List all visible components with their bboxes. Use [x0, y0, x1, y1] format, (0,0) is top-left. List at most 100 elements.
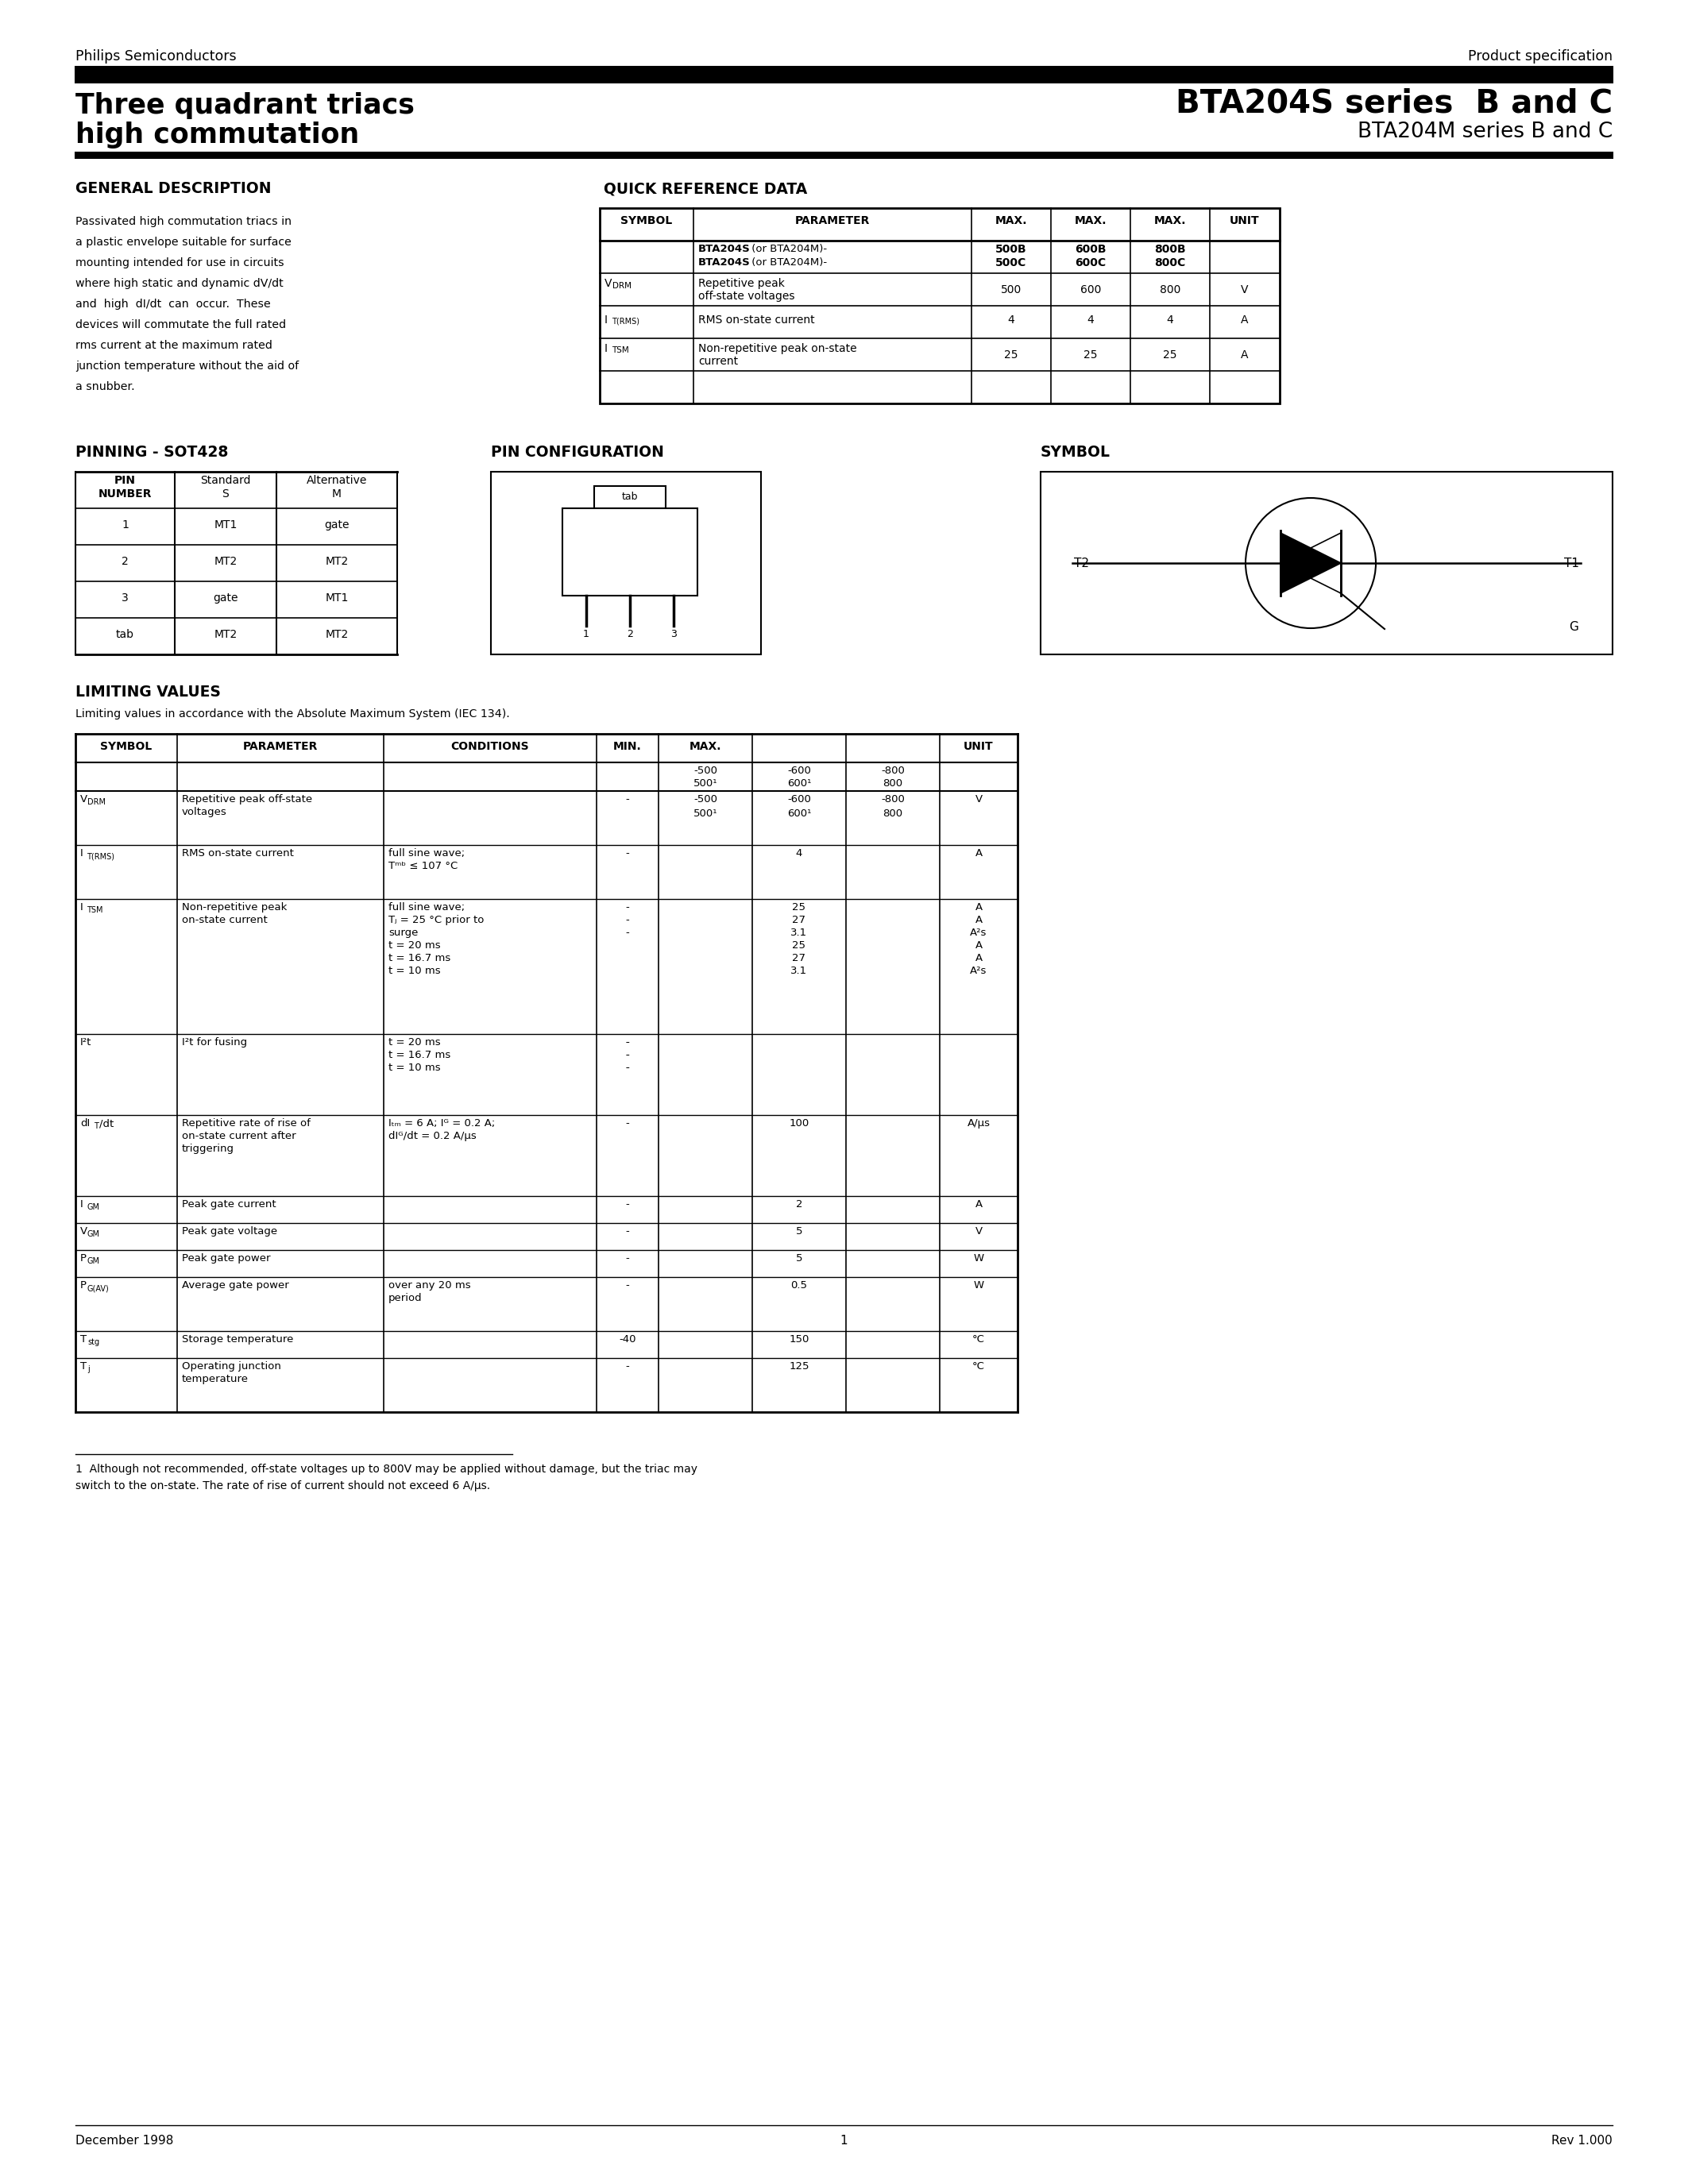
Text: 3.1: 3.1 — [790, 928, 807, 937]
Text: BTA204S series  B and C: BTA204S series B and C — [1175, 87, 1612, 120]
Text: A: A — [976, 1199, 982, 1210]
Text: 500¹: 500¹ — [694, 778, 717, 788]
Text: Alternative: Alternative — [307, 474, 368, 487]
Text: QUICK REFERENCE DATA: QUICK REFERENCE DATA — [604, 181, 807, 197]
Text: where high static and dynamic dV/dt: where high static and dynamic dV/dt — [76, 277, 284, 288]
Text: °C: °C — [972, 1334, 986, 1345]
Text: Limiting values in accordance with the Absolute Maximum System (IEC 134).: Limiting values in accordance with the A… — [76, 708, 510, 719]
Text: on-state current: on-state current — [182, 915, 267, 926]
Text: 500C: 500C — [996, 258, 1026, 269]
Text: 1  Although not recommended, off-state voltages up to 800V may be applied withou: 1 Although not recommended, off-state vo… — [76, 1463, 697, 1474]
Text: I²t: I²t — [81, 1037, 91, 1048]
Bar — [491, 472, 761, 655]
Text: 25: 25 — [1084, 349, 1097, 360]
Text: GM: GM — [88, 1230, 100, 1238]
Text: GM: GM — [88, 1258, 100, 1265]
Text: PIN CONFIGURATION: PIN CONFIGURATION — [491, 446, 663, 461]
Text: MT1: MT1 — [326, 592, 348, 603]
Text: 25: 25 — [792, 941, 805, 950]
Text: /dt: /dt — [100, 1118, 113, 1129]
Text: December 1998: December 1998 — [76, 2134, 174, 2147]
Text: PIN: PIN — [115, 474, 135, 487]
Text: A: A — [976, 941, 982, 950]
Text: full sine wave;: full sine wave; — [388, 902, 464, 913]
Text: TSM: TSM — [86, 906, 103, 915]
Text: MT2: MT2 — [214, 557, 238, 568]
Text: Product specification: Product specification — [1469, 50, 1612, 63]
Text: 800B: 800B — [1155, 245, 1185, 256]
Text: a snubber.: a snubber. — [76, 382, 135, 393]
Text: CONDITIONS: CONDITIONS — [451, 740, 530, 751]
Text: G: G — [1568, 620, 1578, 633]
Text: I: I — [81, 902, 83, 913]
Text: voltages: voltages — [182, 806, 226, 817]
Text: Peak gate current: Peak gate current — [182, 1199, 277, 1210]
Text: -: - — [626, 928, 630, 937]
Text: A: A — [1241, 349, 1249, 360]
Text: period: period — [388, 1293, 422, 1304]
Text: T(RMS): T(RMS) — [611, 317, 640, 325]
Text: -: - — [626, 795, 630, 804]
Text: stg: stg — [88, 1339, 100, 1345]
Text: SYMBOL: SYMBOL — [621, 216, 672, 227]
Text: 150: 150 — [788, 1334, 809, 1345]
Text: a plastic envelope suitable for surface: a plastic envelope suitable for surface — [76, 236, 292, 247]
Text: MT2: MT2 — [326, 557, 348, 568]
Text: T: T — [95, 1123, 98, 1129]
Text: I²t for fusing: I²t for fusing — [182, 1037, 246, 1048]
Text: BTA204S: BTA204S — [699, 258, 751, 269]
Text: devices will commutate the full rated: devices will commutate the full rated — [76, 319, 285, 330]
Text: T: T — [81, 1361, 86, 1372]
Text: V: V — [604, 277, 613, 288]
Text: -800: -800 — [881, 767, 905, 775]
Text: A²s: A²s — [971, 965, 987, 976]
Text: P: P — [81, 1254, 86, 1265]
Text: current: current — [699, 356, 738, 367]
Text: dIᴳ/dt = 0.2 A/μs: dIᴳ/dt = 0.2 A/μs — [388, 1131, 476, 1142]
Text: DRM: DRM — [613, 282, 631, 290]
Bar — [594, 487, 665, 509]
Text: Rev 1.000: Rev 1.000 — [1551, 2134, 1612, 2147]
Text: 1: 1 — [582, 629, 589, 640]
Text: -40: -40 — [619, 1334, 636, 1345]
Text: UNIT: UNIT — [1231, 216, 1259, 227]
Text: A²s: A²s — [971, 928, 987, 937]
Bar — [562, 509, 697, 596]
Text: t = 16.7 ms: t = 16.7 ms — [388, 1051, 451, 1059]
Text: MAX.: MAX. — [996, 216, 1028, 227]
Text: 600: 600 — [1080, 284, 1101, 295]
Bar — [1040, 472, 1612, 655]
Text: -: - — [626, 1361, 630, 1372]
Text: surge: surge — [388, 928, 419, 937]
Text: MAX.: MAX. — [689, 740, 721, 751]
Text: Iₜₘ = 6 A; Iᴳ = 0.2 A;: Iₜₘ = 6 A; Iᴳ = 0.2 A; — [388, 1118, 495, 1129]
Text: 800C: 800C — [1155, 258, 1185, 269]
Text: V: V — [81, 1225, 88, 1236]
Text: °C: °C — [972, 1361, 986, 1372]
Text: T1: T1 — [1565, 557, 1580, 570]
Text: A: A — [976, 915, 982, 926]
Text: LIMITING VALUES: LIMITING VALUES — [76, 684, 221, 699]
Text: BTA204S: BTA204S — [699, 245, 751, 253]
Text: 5: 5 — [795, 1254, 802, 1265]
Text: W: W — [974, 1254, 984, 1265]
Text: t = 20 ms: t = 20 ms — [388, 941, 441, 950]
Text: 500¹: 500¹ — [694, 808, 717, 819]
Text: A: A — [976, 847, 982, 858]
Text: DRM: DRM — [88, 797, 106, 806]
Text: 3.1: 3.1 — [790, 965, 807, 976]
Text: A/μs: A/μs — [967, 1118, 991, 1129]
Text: P: P — [81, 1280, 86, 1291]
Text: BTA204M series B and C: BTA204M series B and C — [1357, 122, 1612, 142]
Text: 25: 25 — [1004, 349, 1018, 360]
Text: t = 10 ms: t = 10 ms — [388, 1064, 441, 1072]
Text: -: - — [626, 1064, 630, 1072]
Text: I: I — [81, 1199, 83, 1210]
Text: RMS on-state current: RMS on-state current — [182, 847, 294, 858]
Text: Peak gate power: Peak gate power — [182, 1254, 270, 1265]
Text: V: V — [976, 795, 982, 804]
Text: Tᵐᵇ ≤ 107 °C: Tᵐᵇ ≤ 107 °C — [388, 860, 457, 871]
Text: switch to the on-state. The rate of rise of current should not exceed 6 A/μs.: switch to the on-state. The rate of rise… — [76, 1481, 490, 1492]
Text: 100: 100 — [788, 1118, 809, 1129]
Text: -: - — [626, 1199, 630, 1210]
